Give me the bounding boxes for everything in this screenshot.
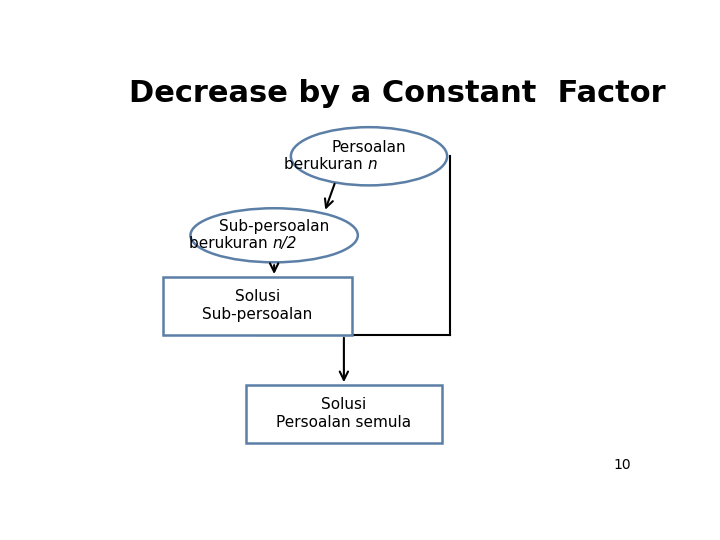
Text: Persoalan semula: Persoalan semula [276, 415, 411, 430]
Text: Persoalan: Persoalan [332, 140, 406, 154]
Text: Decrease by a Constant  Factor: Decrease by a Constant Factor [129, 79, 666, 109]
FancyBboxPatch shape [246, 385, 441, 443]
Text: berukuran: berukuran [189, 236, 272, 251]
Text: berukuran: berukuran [284, 157, 367, 172]
Text: n: n [367, 157, 377, 172]
Text: Solusi: Solusi [321, 397, 366, 413]
Text: Solusi: Solusi [235, 289, 280, 305]
Text: Sub-persoalan: Sub-persoalan [219, 219, 329, 234]
Text: Sub-persoalan: Sub-persoalan [202, 307, 312, 322]
FancyBboxPatch shape [163, 277, 352, 335]
Ellipse shape [190, 208, 358, 262]
Text: n/2: n/2 [272, 236, 297, 251]
Text: 10: 10 [613, 458, 631, 472]
Ellipse shape [291, 127, 447, 185]
